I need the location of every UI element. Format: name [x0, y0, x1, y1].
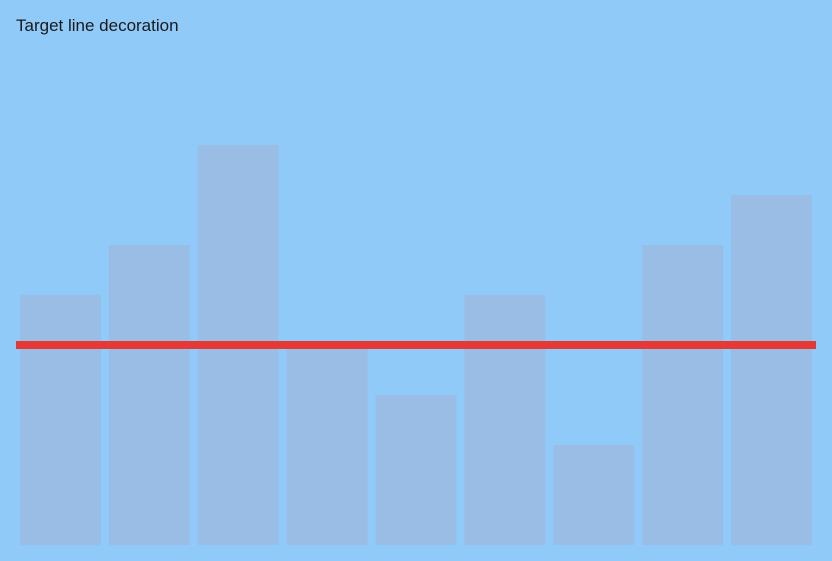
chart-title: Target line decoration — [16, 16, 179, 35]
bar-1 — [20, 295, 101, 545]
bar-2 — [108, 245, 190, 545]
bar-4 — [286, 345, 368, 545]
bar-7 — [553, 445, 635, 545]
bar-5 — [375, 395, 457, 545]
bar-6 — [464, 295, 546, 545]
bar-9 — [731, 195, 812, 545]
bar-8 — [642, 245, 724, 545]
target-line — [16, 341, 816, 349]
